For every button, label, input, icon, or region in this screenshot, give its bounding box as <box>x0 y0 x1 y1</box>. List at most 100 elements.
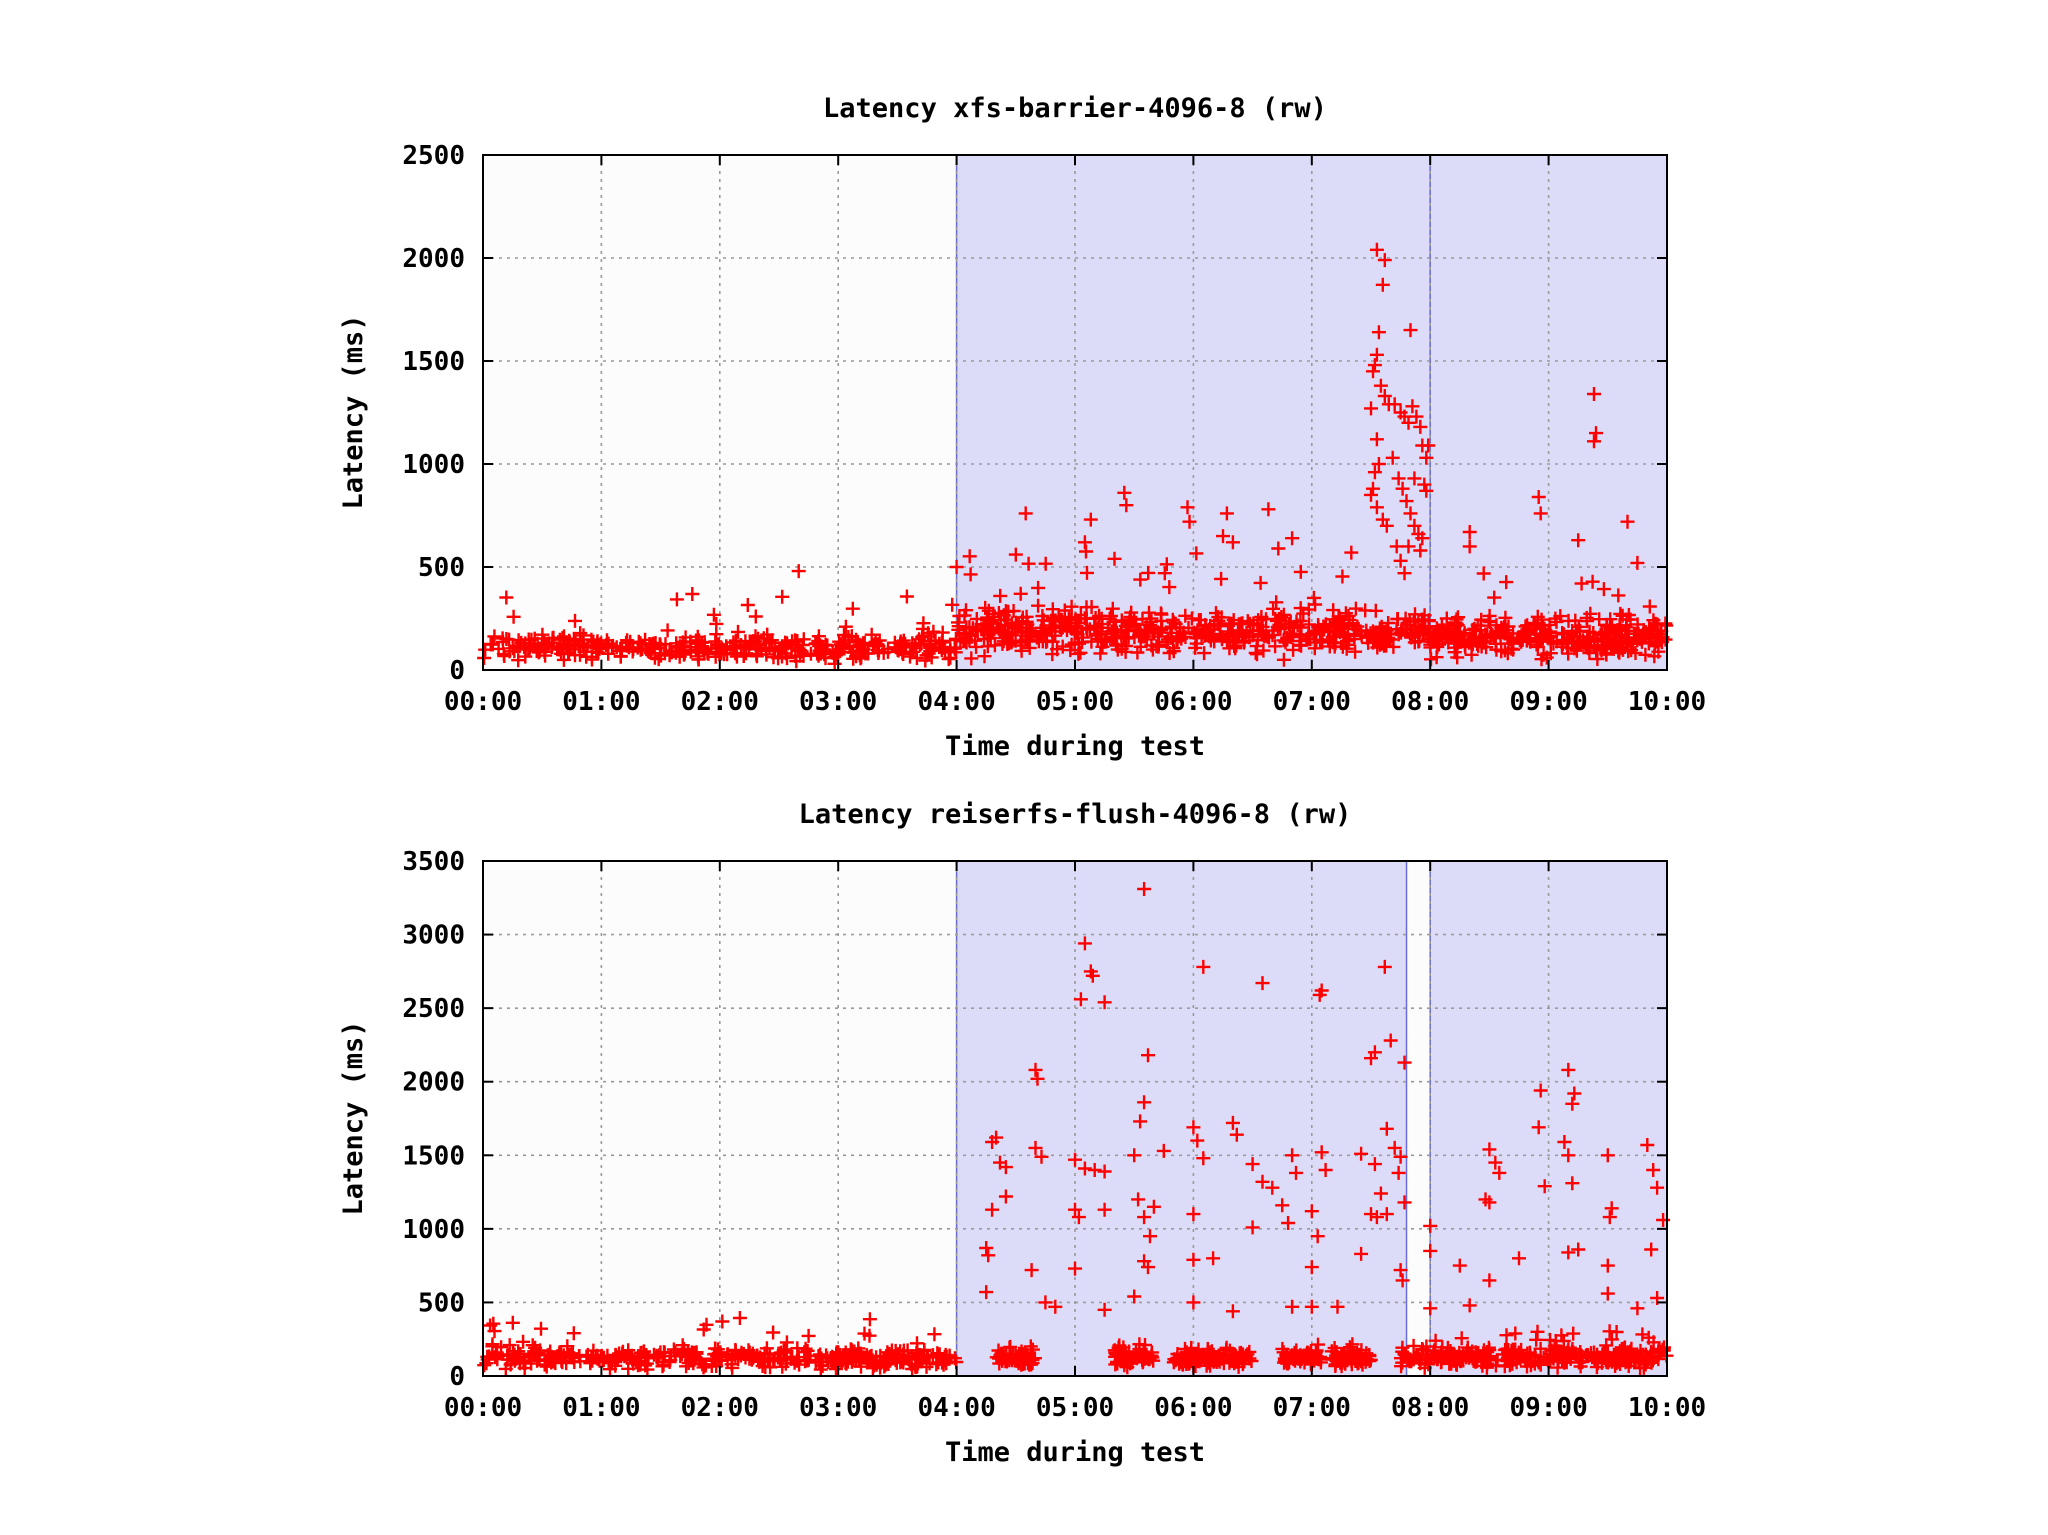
x-tick-label: 02:00 <box>681 687 759 717</box>
data-point <box>1132 628 1146 643</box>
x-tick-label: 05:00 <box>1036 687 1114 717</box>
data-point <box>1138 1338 1152 1352</box>
data-point <box>829 648 844 663</box>
data-point <box>1245 1220 1260 1235</box>
data-point <box>700 645 715 660</box>
data-point <box>1512 1251 1526 1266</box>
data-point <box>720 1348 735 1363</box>
data-point <box>1421 438 1436 453</box>
data-point <box>485 1339 500 1354</box>
data-point <box>1107 551 1122 566</box>
data-point <box>951 622 966 637</box>
data-point <box>1002 1340 1017 1355</box>
data-point <box>1548 611 1563 626</box>
data-point <box>1505 1356 1520 1371</box>
data-point <box>1286 642 1301 657</box>
data-point <box>1367 358 1382 373</box>
data-point <box>1104 627 1119 642</box>
data-point <box>483 637 498 652</box>
data-point <box>593 1349 608 1364</box>
data-point <box>1409 409 1424 424</box>
data-point <box>1377 389 1392 403</box>
data-point <box>1641 636 1656 651</box>
data-point <box>516 1334 531 1349</box>
data-point <box>1462 525 1477 539</box>
data-point <box>1571 533 1586 548</box>
data-point <box>962 549 977 564</box>
data-point <box>1178 608 1193 623</box>
x-tick-label: 04:00 <box>917 687 995 717</box>
data-point <box>1249 639 1264 654</box>
y-axis-label: Latency (ms) <box>338 1020 369 1215</box>
data-point <box>633 1346 648 1360</box>
data-point <box>1013 586 1028 601</box>
data-point <box>1563 630 1578 645</box>
data-point <box>477 1358 492 1373</box>
data-point <box>1385 450 1400 465</box>
chart-title: Latency reiserfs-flush-4096-8 (rw) <box>799 799 1352 830</box>
y-tick-label: 3500 <box>402 847 465 877</box>
y-tick-label: 0 <box>449 656 465 686</box>
data-point <box>1417 477 1432 492</box>
data-point <box>831 1353 846 1368</box>
data-point <box>936 640 951 655</box>
y-tick-label: 1500 <box>402 347 465 377</box>
data-point <box>477 651 492 665</box>
data-point <box>1028 1140 1043 1155</box>
data-point <box>1077 535 1092 550</box>
data-point <box>941 652 956 667</box>
data-point <box>1630 1301 1645 1316</box>
data-point <box>1582 646 1597 661</box>
data-point <box>1077 936 1092 951</box>
data-point <box>918 653 933 668</box>
data-point <box>1330 619 1344 634</box>
data-point <box>1024 1263 1039 1278</box>
data-point <box>771 651 786 666</box>
data-point <box>1208 1350 1222 1365</box>
data-point <box>1393 553 1408 568</box>
data-point <box>1068 1261 1082 1276</box>
data-point <box>1225 1304 1240 1319</box>
x-tick-label: 07:00 <box>1273 687 1351 717</box>
data-point <box>763 1360 778 1375</box>
data-point <box>800 1343 815 1358</box>
data-point <box>1466 631 1481 645</box>
data-point <box>1589 426 1603 441</box>
data-point <box>1602 1210 1617 1225</box>
data-point <box>1137 1095 1152 1110</box>
data-point <box>733 1348 748 1363</box>
data-point <box>1031 580 1046 595</box>
data-point <box>1344 545 1359 560</box>
data-point <box>1021 556 1036 571</box>
data-point <box>1628 646 1643 660</box>
data-point <box>1400 1350 1415 1365</box>
data-point <box>998 1189 1013 1204</box>
data-point <box>1565 1342 1580 1356</box>
data-point <box>531 1346 546 1361</box>
data-point <box>993 1349 1007 1364</box>
data-point <box>1497 1359 1512 1374</box>
data-point <box>779 1352 794 1367</box>
data-point <box>706 607 721 622</box>
data-point <box>1486 629 1501 644</box>
data-point <box>1084 600 1099 614</box>
data-point <box>736 1347 751 1361</box>
data-point <box>981 1248 996 1263</box>
data-point <box>1393 1149 1408 1164</box>
x-tick-label: 05:00 <box>1036 1393 1114 1423</box>
data-point <box>1530 1324 1545 1339</box>
data-point <box>773 1353 788 1368</box>
data-point <box>1285 531 1300 546</box>
data-point <box>1596 582 1611 597</box>
data-point <box>599 638 613 653</box>
data-point <box>1395 1340 1410 1355</box>
data-point <box>1214 571 1229 586</box>
data-point <box>1029 630 1044 645</box>
data-point <box>1034 1149 1049 1164</box>
data-point <box>1434 1354 1449 1369</box>
chart-title: Latency xfs-barrier-4096-8 (rw) <box>823 93 1327 124</box>
data-point <box>1293 564 1308 579</box>
data-point <box>1366 364 1380 379</box>
data-point <box>964 651 979 666</box>
data-point <box>1146 1199 1161 1214</box>
